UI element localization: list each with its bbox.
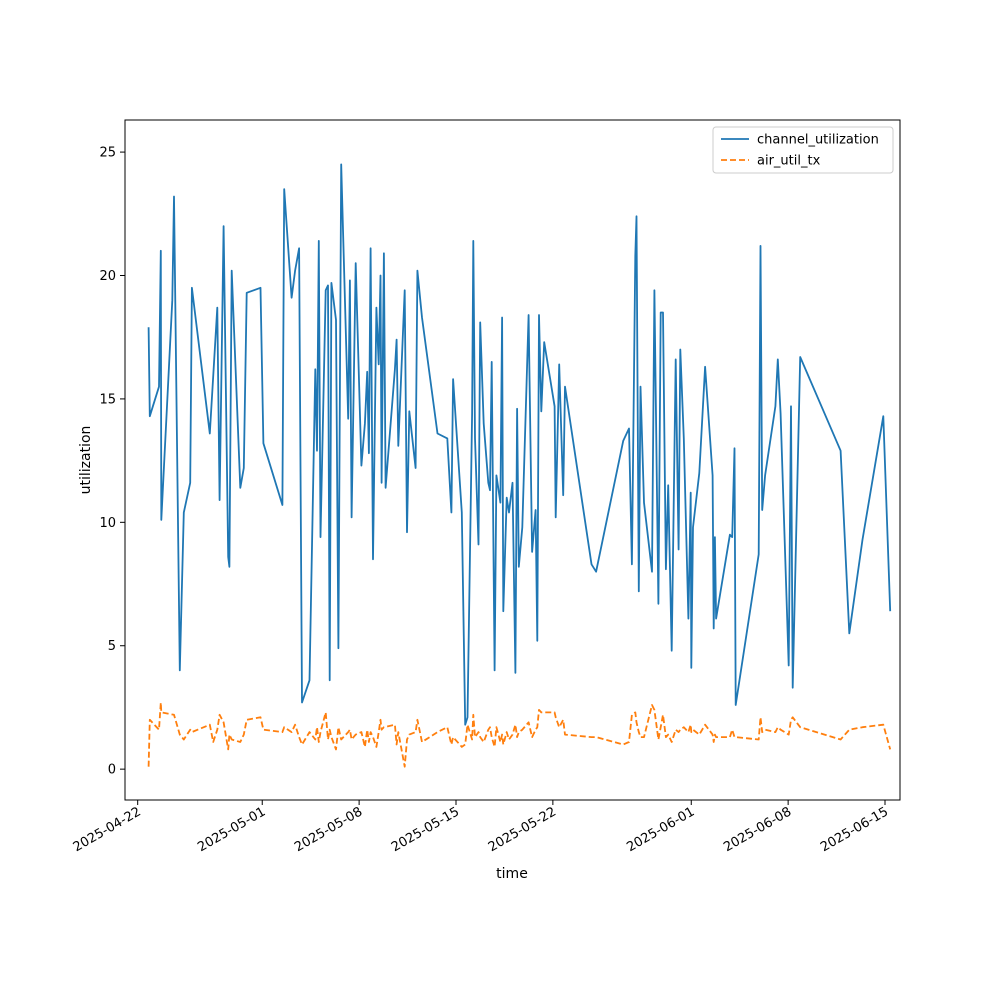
y-axis: 0 5 10 15 20 25: [99, 146, 125, 778]
x-axis-label: time: [496, 866, 528, 882]
legend: channel_utilization air_util_tx: [712, 126, 894, 174]
y-tick-label: 10: [99, 516, 116, 531]
legend-label-air-util-tx: air_util_tx: [757, 154, 821, 169]
y-tick-label: 25: [99, 146, 116, 161]
legend-label-channel-utilization: channel_utilization: [757, 133, 879, 148]
series-line-air-util-tx: [147, 701, 892, 768]
series-layer: [147, 163, 892, 768]
y-tick-label: 5: [108, 639, 116, 654]
y-axis-label: utilization: [78, 426, 94, 495]
y-tick-label: 20: [99, 269, 116, 284]
series-line-channel-utilization: [147, 163, 892, 726]
legend-box: [712, 126, 894, 174]
y-tick-label: 0: [108, 763, 116, 778]
y-tick-label: 15: [99, 392, 116, 407]
plot-area: [124, 119, 901, 801]
axes-frame: [124, 119, 901, 801]
